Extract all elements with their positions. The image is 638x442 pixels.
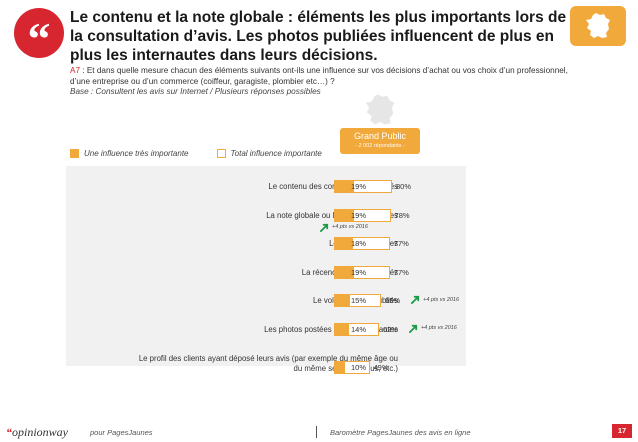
data-label-total: 65% xyxy=(385,296,401,305)
data-label-total: 62% xyxy=(382,324,398,334)
page-number: 17 xyxy=(612,424,632,438)
data-label-total: 77% xyxy=(393,267,409,277)
footer: “opinionway pour PagesJaunes Baromètre P… xyxy=(0,422,638,442)
france-map-icon xyxy=(365,94,395,125)
data-label-very-important: 18% xyxy=(351,239,367,248)
bar-very-important xyxy=(335,362,346,373)
bar-very-important xyxy=(335,295,351,306)
segment-header: Grand Public - 2 002 répondants - xyxy=(340,128,420,154)
legend-swatch-total xyxy=(216,149,226,158)
legend-label-total: Total influence importante xyxy=(230,149,322,158)
evolution-text: +4 pts vs 2016 xyxy=(423,296,460,303)
data-label-very-important: 15% xyxy=(351,296,367,305)
question-text: A7 : Et dans quelle mesure chacun des él… xyxy=(70,66,570,87)
question-code: A7 xyxy=(70,66,81,75)
trend-up-icon xyxy=(320,223,329,232)
bar-total: 14% xyxy=(334,322,379,336)
data-label-total: 77% xyxy=(393,239,409,248)
bar-very-important xyxy=(335,266,355,278)
evolution-annotation: +4 pts vs 2016 xyxy=(408,324,457,333)
evolution-annotation: +4 pts vs 2016 xyxy=(320,223,368,232)
category-label: Les photos postées par les internautes xyxy=(264,324,398,334)
chart-panel: Le contenu des commentaires postés19%80%… xyxy=(66,166,466,374)
france-map-badge xyxy=(570,6,626,46)
chart-legend: Une influence très importante Total infl… xyxy=(70,149,322,158)
base-note: Base : Consultent les avis sur Internet … xyxy=(70,87,321,96)
category-label: Le contenu des commentaires postés xyxy=(268,182,398,191)
data-label-total: 49% xyxy=(373,363,389,372)
evolution-text: +4 pts vs 2016 xyxy=(332,224,368,230)
segment-title: Grand Public xyxy=(353,131,407,141)
data-label-very-important: 10% xyxy=(351,363,367,372)
evolution-annotation: +4 pts vs 2016 xyxy=(411,295,459,304)
bar-total: 19% xyxy=(334,180,392,193)
data-label-total: 80% xyxy=(396,182,412,191)
evolution-text: +4 pts vs 2016 xyxy=(420,325,457,331)
footer-client: pour PagesJaunes xyxy=(90,428,153,437)
bar-total: 15% xyxy=(334,294,382,307)
page-title: Le contenu et la note globale : éléments… xyxy=(70,9,567,64)
trend-up-icon xyxy=(411,295,420,304)
data-label-very-important: 19% xyxy=(351,267,367,277)
bar-very-important xyxy=(335,238,354,249)
france-map-icon xyxy=(586,13,610,38)
footer-divider xyxy=(316,426,317,438)
category-label: La note globale ou le nombre d’étoiles xyxy=(266,210,398,220)
opinionway-logo: “opinionway xyxy=(6,425,68,439)
quote-badge: “ xyxy=(14,8,64,64)
question-body: : Et dans quelle mesure chacun des éléme… xyxy=(70,66,568,86)
bar-very-important xyxy=(335,209,355,221)
bar-total: 10% xyxy=(334,361,370,374)
footer-survey: Baromètre PagesJaunes des avis en ligne xyxy=(330,428,471,437)
trend-up-icon xyxy=(408,324,418,333)
data-label-very-important: 19% xyxy=(351,210,367,220)
legend-label-very-important: Une influence très importante xyxy=(84,149,189,158)
data-label-very-important: 14% xyxy=(351,324,367,334)
bar-total: 18% xyxy=(334,237,390,250)
bar-total: 19% xyxy=(334,265,390,279)
data-label-very-important: 19% xyxy=(351,182,367,191)
legend-swatch-very-important xyxy=(70,149,79,158)
bar-total: 19% xyxy=(334,208,391,222)
data-label-total: 78% xyxy=(394,210,410,220)
segment-subtitle: - 2 002 répondants - xyxy=(355,143,405,149)
bar-very-important xyxy=(335,181,355,192)
bar-very-important xyxy=(335,323,350,335)
